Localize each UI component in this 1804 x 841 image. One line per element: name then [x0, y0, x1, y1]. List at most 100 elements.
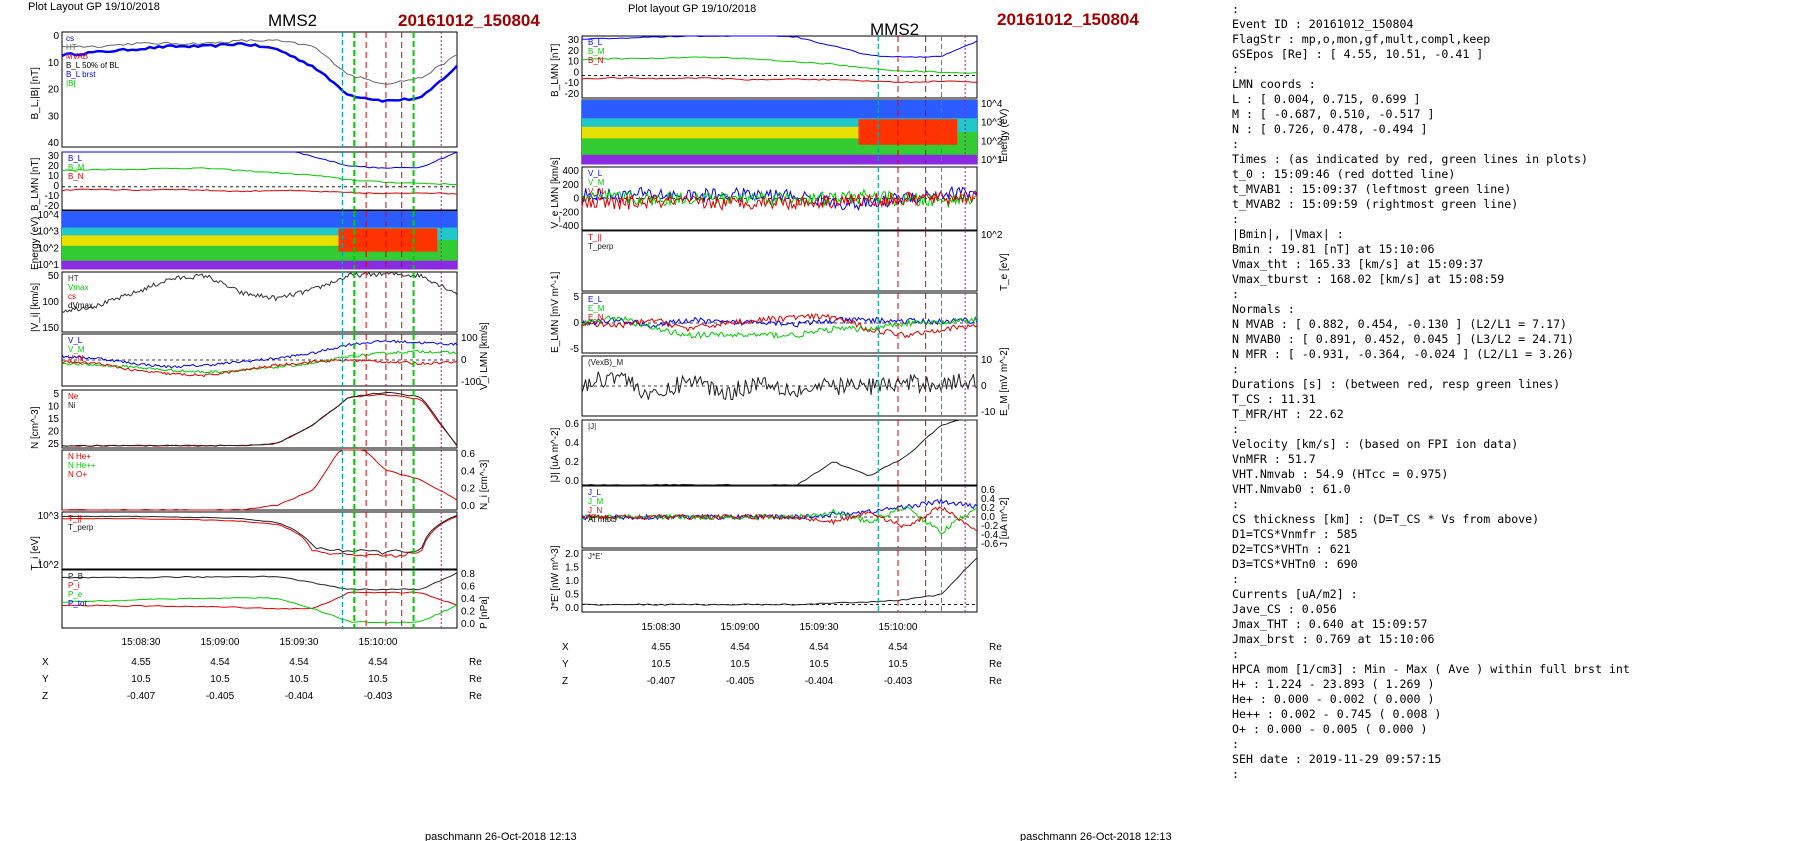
- legend-entry: N O+: [68, 470, 87, 479]
- info-line: N MFR : [ -0.931, -0.364, -0.024 ] (L2/L…: [1232, 347, 1574, 361]
- info-line: D2=TCS*VHTn : 621: [1232, 542, 1351, 556]
- series-line: [581, 56, 978, 74]
- legend-entry: E_L: [588, 295, 603, 304]
- y-tick-label: 0: [53, 181, 59, 192]
- legend-entry: J_L: [588, 488, 601, 497]
- chart-panel: 10 0 -10 E_M [mV m^-2] (VexB)_M: [581, 347, 1010, 418]
- legend-entry: N He+: [68, 452, 91, 461]
- panel-frame: [61, 31, 458, 148]
- y-tick-label: -20: [565, 89, 580, 100]
- spectrogram-band: [582, 159, 977, 165]
- y-tick-label: 10: [568, 57, 580, 68]
- time-tick-label: 15:08:30: [122, 637, 161, 648]
- legend-entry: B_M: [588, 47, 605, 56]
- y-tick-label: 10^1: [981, 155, 1003, 166]
- legend-entry: |B|: [66, 79, 76, 88]
- y-tick-label: 0: [981, 381, 987, 392]
- info-line: Normals :: [1232, 302, 1295, 316]
- series-line: [61, 42, 458, 103]
- series-line: [582, 557, 978, 606]
- orbit-row-value: -0.405: [206, 691, 235, 702]
- orbit-row-unit: Re: [989, 676, 1002, 687]
- y-tick-label: 0.4: [981, 494, 995, 505]
- orbit-row-unit: Re: [469, 674, 482, 685]
- panel-frame: [61, 511, 458, 570]
- y-tick-label: 5: [573, 292, 579, 303]
- spectrogram-band: [62, 215, 457, 220]
- time-tick-label: 15:08:30: [642, 622, 681, 633]
- legend-entry: J*E': [588, 552, 602, 561]
- spectrogram-band: [582, 113, 977, 119]
- info-line: :: [1232, 737, 1239, 751]
- info-line: :: [1232, 2, 1239, 16]
- y-tick-label: 0.2: [461, 484, 475, 495]
- info-line: Jmax_THT : 0.640 at 15:09:57: [1232, 617, 1427, 631]
- legend-entry: T_||: [68, 514, 82, 523]
- series-line: [61, 393, 458, 447]
- legend-entry: Ni: [68, 401, 76, 410]
- left-figure: Plot Layout GP 19/10/2018 MMS2 20161012_…: [28, 1, 577, 841]
- y-tick-label: 150: [42, 323, 59, 334]
- series-line: [581, 35, 978, 58]
- y-tick-label: 10: [48, 171, 60, 182]
- legend-entry: P_e: [68, 590, 83, 599]
- orbit-row-value: -0.405: [726, 676, 755, 687]
- series-line: [61, 167, 458, 186]
- orbit-row-unit: Re: [469, 657, 482, 668]
- y-tick-label: 0: [53, 31, 59, 42]
- info-line: O+ : 0.000 - 0.005 ( 0.000 ): [1232, 722, 1427, 736]
- legend-entry: V_N: [68, 354, 84, 363]
- y-tick-label: 0: [573, 194, 579, 205]
- y-tick-label: 10^2: [981, 136, 1003, 147]
- y-tick-label: 0.6: [461, 582, 475, 593]
- info-line: N MVAB0 : [ 0.891, 0.452, 0.045 ] (L3/L2…: [1232, 332, 1574, 346]
- y-axis-label: Energy (eV): [30, 217, 41, 270]
- series-line: [581, 315, 978, 340]
- panel-frame: [581, 292, 978, 354]
- panel-frame: [581, 355, 978, 417]
- spectrogram-band: [62, 256, 457, 262]
- info-line: :: [1232, 422, 1239, 436]
- time-tick-label: 15:10:00: [359, 637, 398, 648]
- y-tick-label: 10^4: [981, 99, 1003, 110]
- y-tick-label: 0.6: [565, 419, 579, 430]
- y-tick-label: 0.0: [981, 512, 995, 523]
- series-line: [62, 151, 458, 169]
- info-line: :: [1232, 212, 1239, 226]
- y-tick-label: 0.5: [565, 590, 579, 601]
- orbit-row-value: 4.54: [368, 657, 388, 668]
- y-tick-label: -100: [461, 377, 481, 388]
- y-tick-label: -20: [45, 201, 60, 212]
- legend-entry: Ne: [68, 392, 79, 401]
- legend-entry: |J|: [588, 422, 596, 431]
- info-line: Vmax_tburst : 168.02 [km/s] at 15:08:59: [1232, 272, 1504, 286]
- panel-frame: [61, 449, 458, 511]
- series-line: [61, 391, 458, 447]
- orbit-row-label: Z: [562, 676, 568, 687]
- info-line: HPCA mom [1/cm3] : Min - Max ( Ave ) wit…: [1232, 662, 1630, 676]
- y-tick-label: 10: [48, 402, 60, 413]
- series-line: [61, 349, 458, 374]
- legend-entry: Vmax: [68, 283, 88, 292]
- legend-entry: P_tot: [68, 599, 87, 608]
- y-tick-label: 0: [573, 318, 579, 329]
- y-tick-label: 400: [562, 166, 579, 177]
- y-tick-label: 100: [461, 333, 478, 344]
- y-tick-label: 0.0: [565, 603, 579, 614]
- y-axis-label: Energy (eV): [999, 109, 1010, 162]
- orbit-row-unit: Re: [989, 659, 1002, 670]
- time-tick-label: 15:09:30: [280, 637, 319, 648]
- info-line: :: [1232, 497, 1239, 511]
- legend-entry: N He++: [68, 461, 96, 470]
- legend-entry: B_L: [68, 154, 83, 163]
- series-line: [61, 188, 458, 195]
- info-line: Velocity [km/s] : (based on FPI ion data…: [1232, 437, 1518, 451]
- chart-panel: 0.6 0.4 0.2 0.0 |J| [uA m^-2] |J|: [550, 419, 978, 487]
- info-line: VnMFR : 51.7: [1232, 452, 1316, 466]
- info-line: :: [1232, 62, 1239, 76]
- info-line: Bmin : 19.81 [nT] at 15:10:06: [1232, 242, 1434, 256]
- panel-frame: [61, 151, 458, 211]
